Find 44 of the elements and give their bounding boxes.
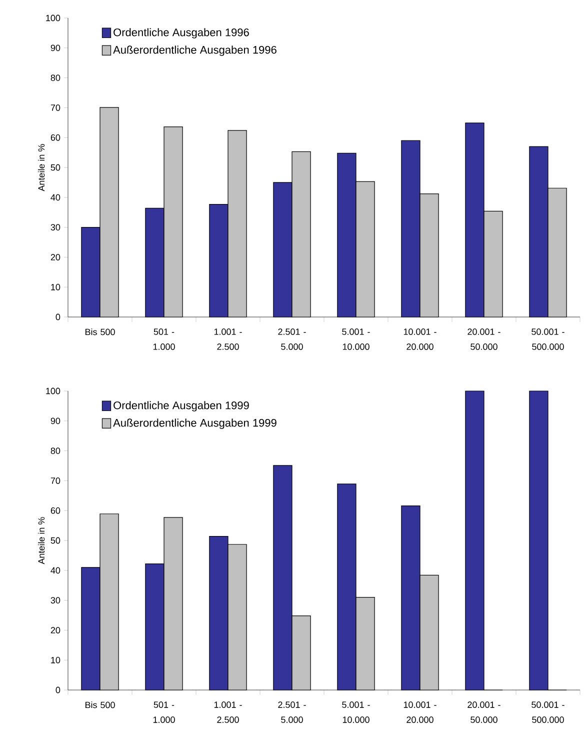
y-tick-label: 90 xyxy=(50,44,60,52)
y-tick-label: 60 xyxy=(50,507,60,514)
y-tick-label: 90 xyxy=(50,418,60,424)
x-tick-label: 1.001 - 2.500 xyxy=(214,328,242,350)
y-tick-label: 80 xyxy=(50,74,60,81)
y-tick-label: 70 xyxy=(50,478,60,484)
y-tick-label: 0 xyxy=(56,686,60,694)
legend-label: Ordentliche Ausgaben 1996 xyxy=(114,28,249,38)
y-axis-title: Anteile in % xyxy=(38,517,45,564)
x-tick-label: 2.501 - 5.000 xyxy=(278,328,306,350)
y-tick-label: 80 xyxy=(50,448,60,454)
y-tick-label: 50 xyxy=(50,537,60,544)
y-tick-label: 70 xyxy=(50,104,60,111)
y-tick-label: 20 xyxy=(50,254,60,260)
y-tick-label: 40 xyxy=(50,194,60,201)
y-tick-label: 100 xyxy=(46,388,60,394)
x-tick-label: 10.001 - 20.000 xyxy=(404,702,436,723)
x-tick-label: 5.001 - 10.000 xyxy=(342,328,370,350)
x-tick-label: 1.001 - 2.500 xyxy=(214,702,242,723)
y-tick-label: 10 xyxy=(51,656,60,664)
y-tick-label: 100 xyxy=(46,14,60,22)
x-tick-label: 20.001 - 50.000 xyxy=(468,702,500,723)
y-tick-label: 50 xyxy=(50,164,60,171)
y-tick-label: 40 xyxy=(50,567,60,574)
x-tick-label: 20.001 - 50.000 xyxy=(468,328,500,350)
y-tick-label: 30 xyxy=(50,224,60,230)
x-tick-label: Bis 500 xyxy=(85,328,115,336)
x-tick-label: 10.001 - 20.000 xyxy=(404,328,436,350)
x-tick-label: 2.501 - 5.000 xyxy=(278,702,306,723)
legend-label: Außerordentliche Ausgaben 1999 xyxy=(113,418,276,429)
y-tick-label: 30 xyxy=(50,597,60,604)
x-tick-label: Bis 500 xyxy=(85,702,115,708)
x-tick-label: 501 - 1.000 xyxy=(153,702,175,723)
x-tick-label: 50.001 - 500.000 xyxy=(532,328,564,350)
y-axis-title: Anteile in % xyxy=(38,144,45,192)
y-tick-label: 0 xyxy=(56,314,60,320)
y-tick-label: 20 xyxy=(50,627,60,634)
x-tick-label: 5.001 - 10.000 xyxy=(342,702,370,723)
legend-label: Außerordentliche Ausgaben 1996 xyxy=(113,46,276,56)
y-tick-label: 60 xyxy=(50,134,60,141)
x-tick-label: 50.001 - 500.000 xyxy=(532,702,564,723)
legend-label: Ordentliche Ausgaben 1999 xyxy=(114,401,249,412)
y-tick-label: 10 xyxy=(51,284,60,290)
x-tick-label: 501 - 1.000 xyxy=(153,328,175,350)
